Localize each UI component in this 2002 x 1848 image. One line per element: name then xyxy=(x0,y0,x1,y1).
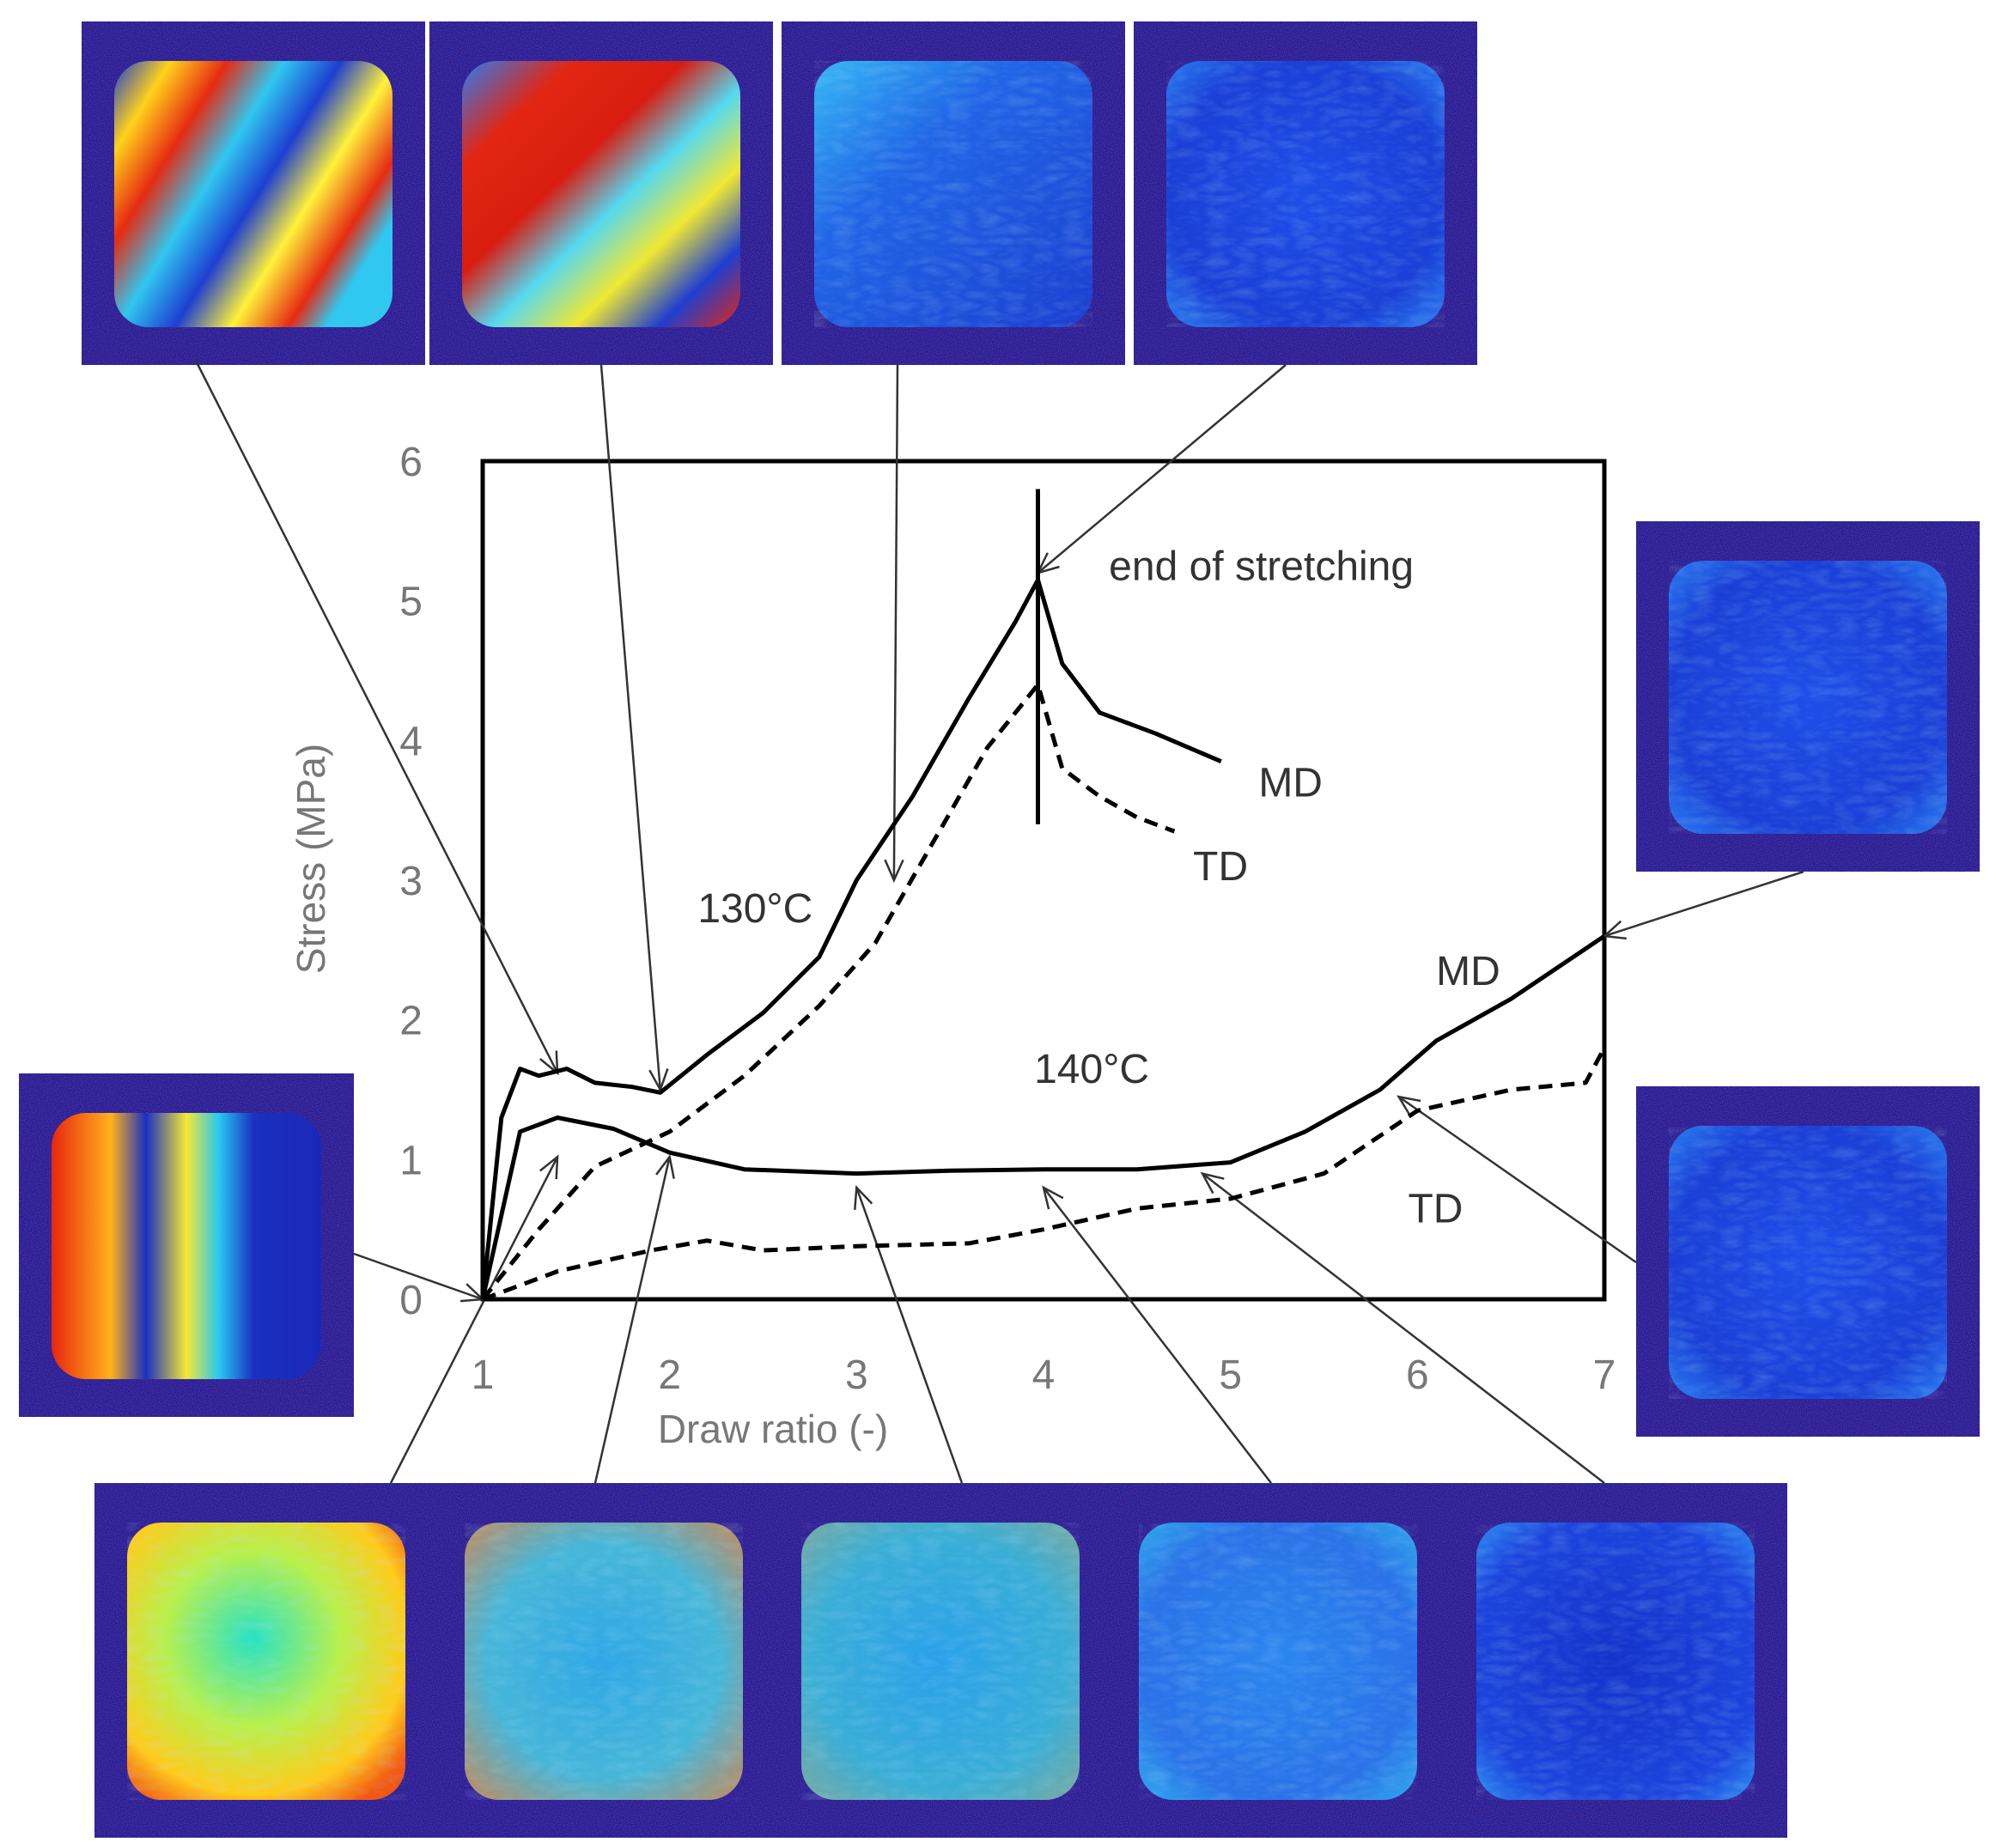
x-tick-label-5: 5 xyxy=(1219,1353,1242,1398)
leader-arrowhead-top-2 xyxy=(648,1068,669,1093)
x-tick-label-1: 1 xyxy=(472,1353,495,1398)
annotation-md140: MD xyxy=(1436,949,1500,994)
y-tick-label-4: 4 xyxy=(399,719,423,764)
leader-arrowhead-bottom-3 xyxy=(854,1184,873,1210)
annotation-td140: TD xyxy=(1408,1187,1463,1232)
series-line-130-c-td xyxy=(481,682,1176,1301)
annotation-t130: 130°C xyxy=(697,886,812,932)
inset-top-2 xyxy=(429,21,773,365)
inset-bottom-4 xyxy=(1106,1483,1450,1838)
annotation-end: end of stretching xyxy=(1109,544,1414,589)
leader-bottom-3 xyxy=(855,1187,964,1484)
leader-arrowhead-right-1 xyxy=(1602,920,1627,940)
y-tick-label-3: 3 xyxy=(399,859,423,904)
leader-arrowhead-bottom-2 xyxy=(655,1154,675,1179)
y-tick-label-2: 2 xyxy=(399,999,423,1044)
series-line-140-c-td xyxy=(482,1047,1607,1302)
axis-ticks: 1 2 3 4 5 6 7 0 1 2 3 4 5 6 xyxy=(399,440,1616,1398)
leader-top-2 xyxy=(599,364,662,1091)
series-layer xyxy=(480,489,1607,1302)
y-axis-title: Stress (MPa) xyxy=(289,744,333,974)
inset-right-2 xyxy=(1636,1086,1980,1437)
series-line-130-c-md xyxy=(480,577,1222,1300)
annotation-td130: TD xyxy=(1193,844,1248,890)
leader-bottom-4 xyxy=(1043,1187,1272,1484)
inset-right-1 xyxy=(1636,521,1980,872)
leader-arrowhead-bottom-5 xyxy=(1200,1171,1225,1195)
inset-bottom-2 xyxy=(432,1483,776,1838)
x-tick-label-4: 4 xyxy=(1032,1353,1056,1398)
insets-layer xyxy=(19,21,1980,1838)
y-tick-label-1: 1 xyxy=(399,1138,423,1183)
plot-frame xyxy=(480,459,1607,1302)
inset-bottom-1 xyxy=(94,1483,438,1838)
leader-lines xyxy=(194,360,1804,1484)
annotation-t140: 140°C xyxy=(1034,1047,1149,1092)
inset-top-4 xyxy=(1134,21,1477,365)
leader-bottom-2 xyxy=(593,1156,671,1484)
inset-bottom-3 xyxy=(769,1483,1112,1838)
series-line-140-c-md xyxy=(480,934,1606,1300)
inset-left-1 xyxy=(19,1073,354,1417)
leader-top-3 xyxy=(892,364,899,881)
x-tick-label-3: 3 xyxy=(845,1353,868,1398)
x-axis-title: Draw ratio (-) xyxy=(658,1407,888,1451)
leader-bottom-1 xyxy=(389,1156,559,1484)
leader-bottom-5 xyxy=(1202,1172,1605,1484)
leader-top-4 xyxy=(1037,364,1287,574)
leader-right-2 xyxy=(1397,1096,1637,1264)
leader-left-1 xyxy=(353,1252,484,1301)
y-tick-label-0: 0 xyxy=(399,1278,423,1323)
leader-arrowhead-bottom-1 xyxy=(539,1154,559,1180)
y-tick-label-6: 6 xyxy=(399,440,423,485)
inset-top-3 xyxy=(782,21,1125,365)
x-tick-label-7: 7 xyxy=(1593,1353,1616,1398)
leader-top-1 xyxy=(194,360,559,1074)
x-tick-label-6: 6 xyxy=(1406,1353,1429,1398)
y-tick-label-5: 5 xyxy=(399,580,423,625)
leader-right-1 xyxy=(1603,870,1804,938)
x-tick-label-2: 2 xyxy=(658,1353,681,1398)
leader-arrowhead-bottom-4 xyxy=(1042,1185,1064,1210)
inset-bottom-5 xyxy=(1444,1483,1787,1838)
annotation-md130: MD xyxy=(1258,760,1323,805)
leader-arrowhead-top-3 xyxy=(884,859,904,884)
leader-arrowhead-right-2 xyxy=(1397,1095,1421,1117)
inset-top-1 xyxy=(82,21,425,365)
